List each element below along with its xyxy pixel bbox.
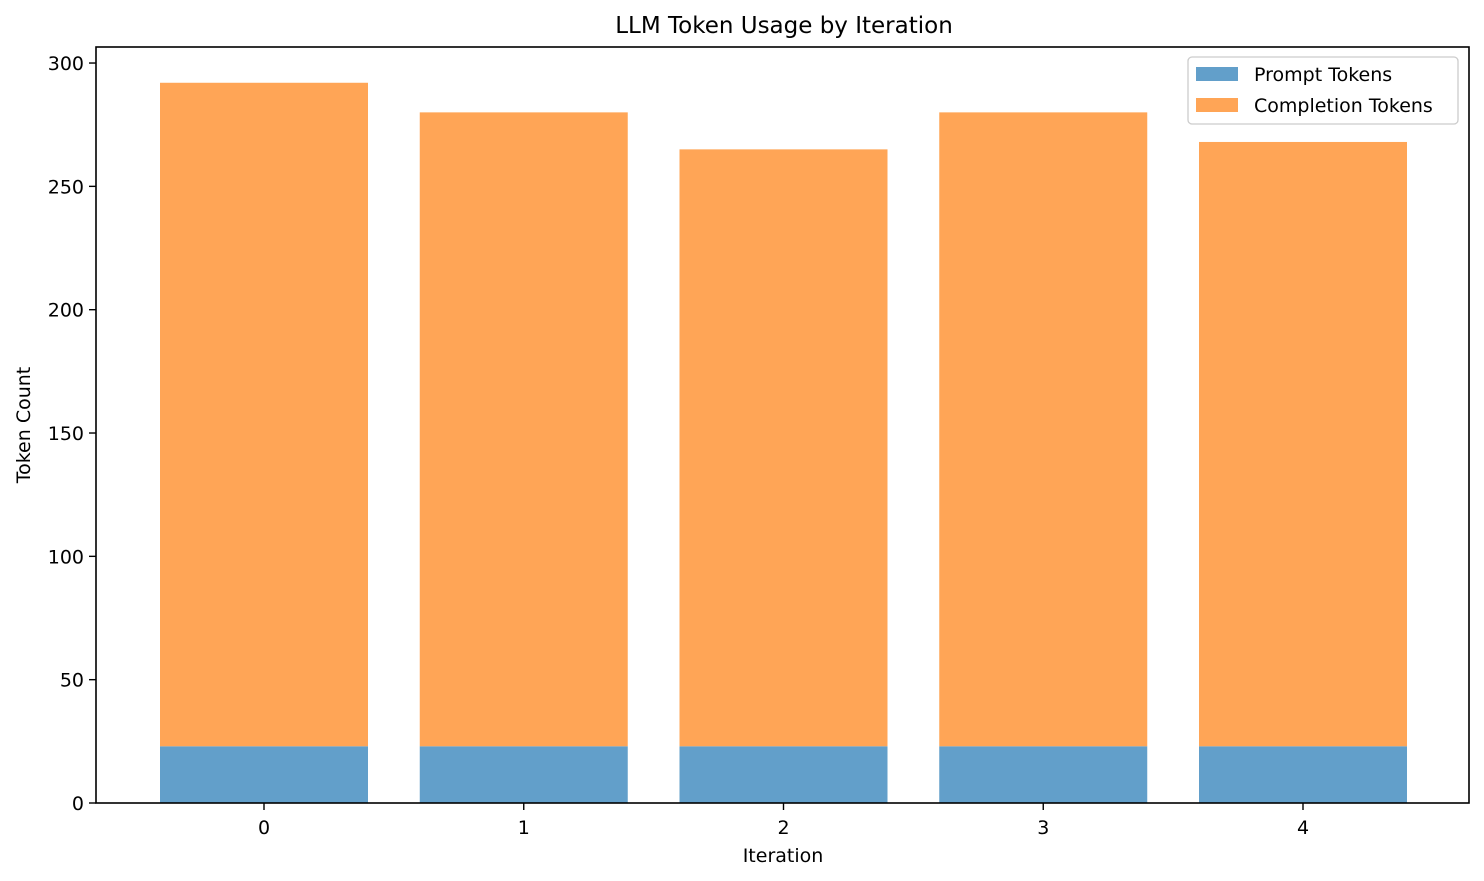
- x-tick-label: 0: [258, 817, 270, 839]
- x-axis-label: Iteration: [743, 845, 824, 867]
- x-tick-label: 3: [1037, 817, 1049, 839]
- y-tick-label: 100: [48, 546, 84, 568]
- y-tick-label: 150: [48, 423, 84, 445]
- legend-label-completion: Completion Tokens: [1254, 95, 1433, 117]
- x-tick-label: 2: [777, 817, 789, 839]
- y-axis-label: Token Count: [13, 367, 35, 485]
- y-axis: 0 50 100 150 200 250 300: [48, 53, 96, 815]
- bars-group: [160, 82, 1407, 803]
- y-tick-label: 200: [48, 300, 84, 322]
- bar-prompt-1: [419, 746, 628, 803]
- legend-swatch-completion: [1196, 98, 1238, 112]
- bar-completion-2: [679, 149, 888, 747]
- bar-completion-4: [1199, 141, 1407, 747]
- legend-swatch-prompt: [1196, 67, 1238, 81]
- x-axis: 0 1 2 3 4: [258, 803, 1309, 839]
- bar-prompt-2: [679, 746, 888, 803]
- y-tick-label: 0: [72, 793, 84, 815]
- y-tick-label: 250: [48, 176, 84, 198]
- bar-completion-0: [160, 82, 368, 747]
- y-tick-label: 300: [48, 53, 84, 75]
- chart-title: LLM Token Usage by Iteration: [615, 13, 953, 39]
- legend: Prompt Tokens Completion Tokens: [1187, 56, 1459, 125]
- bar-prompt-3: [939, 746, 1148, 803]
- x-tick-label: 4: [1297, 817, 1309, 839]
- x-tick-label: 1: [518, 817, 530, 839]
- plot-frame: [95, 46, 1470, 804]
- bar-completion-3: [939, 112, 1148, 747]
- bar-completion-1: [419, 112, 628, 747]
- legend-label-prompt: Prompt Tokens: [1254, 64, 1392, 86]
- y-tick-label: 50: [60, 670, 84, 692]
- bar-prompt-4: [1199, 746, 1407, 803]
- legend-frame: [1187, 56, 1459, 125]
- bar-prompt-0: [160, 746, 368, 803]
